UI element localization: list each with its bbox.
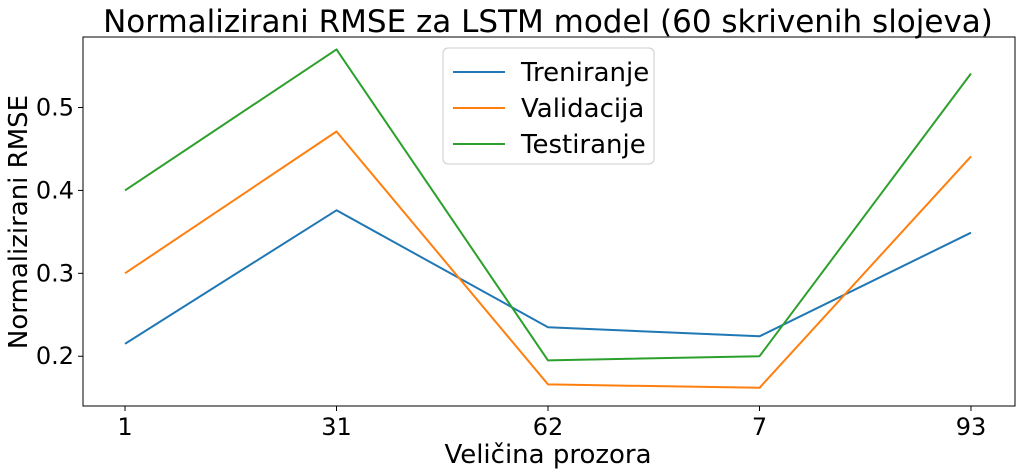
plot-area: [82, 36, 1016, 407]
x-axis-ticks: 1 31 62 7 93: [117, 406, 986, 441]
y-axis-label: Normalizirani RMSE: [4, 95, 34, 349]
x-tick-label: 62: [533, 413, 564, 441]
legend-label-treniranje: Treniranje: [520, 58, 649, 88]
y-tick-label: 0.2: [36, 342, 74, 370]
legend: Treniranje Validacija Testiranje: [442, 47, 655, 165]
series-line-testiranje: [124, 48, 972, 362]
legend-label-validacija: Validacija: [521, 94, 644, 124]
x-tick-label: 1: [117, 413, 132, 441]
chart-title: Normalizirani RMSE za LSTM model (60 skr…: [103, 4, 993, 40]
x-axis-label: Veličina prozora: [444, 440, 651, 470]
x-tick-label: 7: [752, 413, 767, 441]
x-tick-label: 93: [956, 413, 987, 441]
legend-box: [442, 47, 655, 165]
series-line-validacija: [124, 130, 972, 389]
y-axis-ticks: 0.2 0.3 0.4 0.5: [36, 93, 83, 370]
y-tick-label: 0.4: [36, 176, 74, 204]
y-tick-label: 0.5: [36, 93, 74, 121]
legend-items: Treniranje Validacija Testiranje: [453, 58, 649, 160]
series-lines: [124, 48, 972, 389]
series-line-treniranje: [124, 209, 972, 345]
x-tick-label: 31: [321, 413, 352, 441]
legend-label-testiranje: Testiranje: [520, 130, 646, 160]
y-tick-label: 0.3: [36, 259, 74, 287]
